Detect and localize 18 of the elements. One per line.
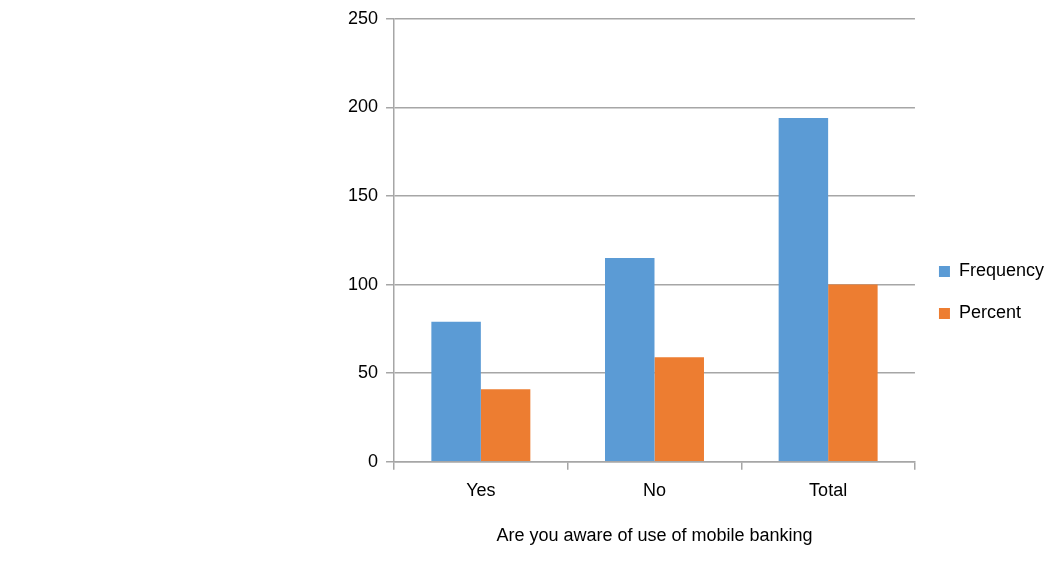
x-tick-label: Total — [809, 479, 848, 500]
bar — [654, 357, 704, 462]
x-tick-label: Yes — [466, 479, 496, 500]
y-tick-label: 50 — [358, 362, 379, 383]
legend-label: Percent — [958, 302, 1021, 323]
bar — [480, 389, 531, 462]
bar — [605, 258, 655, 462]
y-tick-label: 250 — [347, 7, 379, 28]
x-axis-title: Are you aware of use of mobile banking — [496, 525, 813, 546]
legend-label: Frequency — [958, 260, 1044, 281]
y-tick-label: 150 — [347, 184, 379, 205]
x-tick-label: No — [642, 479, 666, 500]
y-tick-label: 100 — [347, 273, 379, 294]
bar — [828, 284, 878, 462]
bar — [778, 118, 829, 462]
y-tick-label: 200 — [347, 96, 379, 117]
y-tick-label: 0 — [368, 450, 379, 471]
bar — [431, 321, 481, 462]
